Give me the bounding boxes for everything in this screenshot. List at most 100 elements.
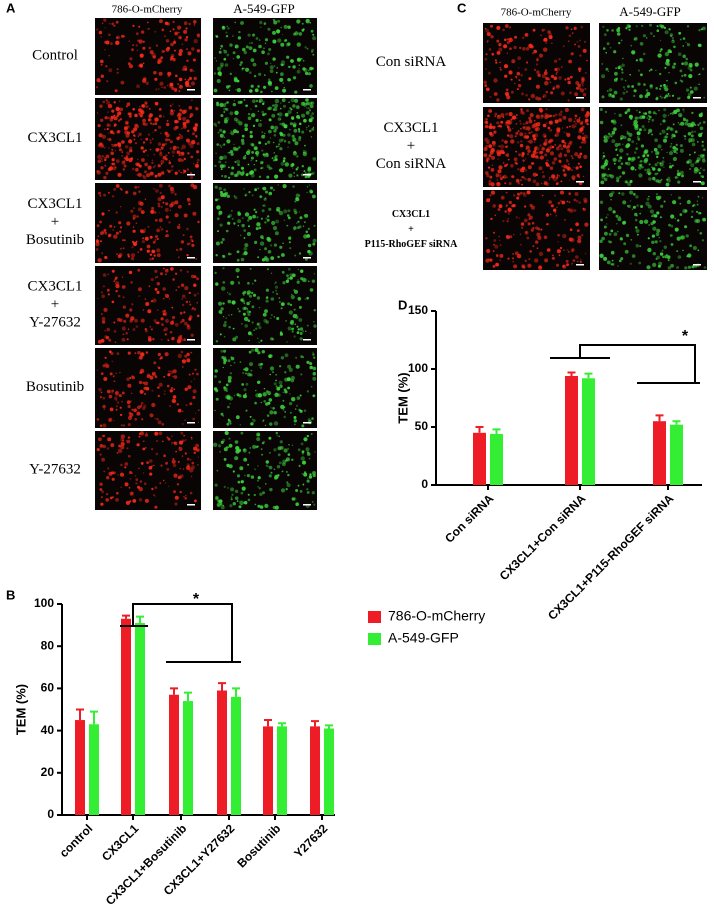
cell bbox=[274, 65, 275, 66]
cell bbox=[156, 276, 158, 278]
cell bbox=[114, 330, 117, 333]
cell bbox=[170, 56, 173, 59]
cell bbox=[646, 89, 649, 92]
cell bbox=[155, 375, 158, 378]
cell bbox=[309, 22, 311, 24]
cell bbox=[497, 169, 501, 173]
cell bbox=[662, 130, 663, 131]
cell bbox=[129, 64, 133, 68]
cell bbox=[190, 459, 192, 461]
cell bbox=[291, 397, 295, 401]
micrograph bbox=[599, 190, 707, 270]
cell bbox=[309, 130, 312, 133]
cell bbox=[238, 225, 240, 227]
cell bbox=[613, 50, 616, 53]
cell bbox=[508, 212, 511, 215]
cell bbox=[254, 209, 256, 211]
cell bbox=[248, 494, 250, 496]
cell bbox=[244, 243, 248, 247]
cell bbox=[150, 142, 152, 144]
cell bbox=[289, 310, 293, 314]
cell bbox=[233, 51, 236, 54]
cell bbox=[664, 201, 666, 203]
cell bbox=[612, 263, 615, 266]
cell bbox=[279, 381, 283, 385]
cell bbox=[187, 326, 191, 330]
cell bbox=[121, 434, 125, 438]
cell bbox=[621, 192, 624, 195]
cell bbox=[619, 148, 623, 152]
cell bbox=[173, 369, 177, 373]
cell bbox=[174, 40, 175, 41]
cell bbox=[125, 191, 128, 194]
cell bbox=[260, 27, 261, 28]
cell bbox=[520, 74, 523, 77]
cell bbox=[145, 499, 149, 503]
cell bbox=[509, 47, 512, 50]
cell bbox=[138, 186, 140, 188]
cell bbox=[122, 161, 126, 165]
cell bbox=[115, 373, 117, 375]
cell bbox=[502, 220, 504, 222]
cell bbox=[694, 131, 696, 133]
cell bbox=[606, 136, 610, 140]
cell bbox=[134, 319, 138, 323]
cell bbox=[672, 65, 675, 68]
cell bbox=[659, 73, 661, 75]
cell bbox=[312, 367, 316, 371]
cell bbox=[499, 62, 501, 64]
cell bbox=[625, 180, 628, 183]
cell bbox=[550, 91, 553, 94]
cell bbox=[289, 247, 291, 249]
cell bbox=[307, 480, 310, 483]
cell bbox=[225, 63, 229, 67]
cell bbox=[240, 21, 244, 25]
cell bbox=[183, 66, 187, 70]
cell bbox=[143, 41, 145, 43]
cell bbox=[216, 398, 219, 401]
cell bbox=[638, 173, 642, 177]
cell bbox=[131, 375, 133, 377]
cell bbox=[223, 316, 224, 317]
cell bbox=[152, 132, 153, 133]
cell bbox=[569, 180, 570, 181]
micrograph bbox=[483, 190, 590, 270]
cell bbox=[175, 273, 177, 275]
cell bbox=[186, 404, 188, 406]
cell bbox=[134, 114, 137, 117]
cell bbox=[137, 443, 140, 446]
cell bbox=[233, 222, 235, 224]
cell bbox=[563, 46, 564, 47]
cell bbox=[629, 191, 633, 195]
cell bbox=[602, 95, 605, 98]
cell bbox=[261, 135, 265, 139]
cell bbox=[151, 278, 154, 281]
cell bbox=[627, 85, 630, 88]
cell bbox=[230, 423, 232, 425]
cell bbox=[275, 86, 279, 90]
cell bbox=[312, 377, 316, 381]
cell bbox=[116, 36, 119, 39]
cell bbox=[485, 58, 488, 61]
cell bbox=[124, 466, 126, 468]
cell bbox=[165, 138, 168, 141]
cell bbox=[160, 132, 162, 134]
cell bbox=[216, 205, 220, 209]
cell bbox=[235, 440, 239, 444]
scale-bar bbox=[187, 504, 195, 506]
cell bbox=[108, 138, 111, 141]
cell bbox=[493, 250, 495, 252]
cell bbox=[151, 488, 153, 490]
cell bbox=[305, 98, 309, 102]
cell bbox=[178, 105, 180, 107]
cell bbox=[639, 220, 643, 224]
cell bbox=[270, 63, 271, 64]
cell bbox=[691, 211, 693, 213]
cell bbox=[100, 143, 103, 146]
cell bbox=[223, 143, 225, 145]
cell bbox=[145, 434, 148, 437]
cell bbox=[255, 504, 257, 506]
cell bbox=[163, 116, 165, 118]
cell bbox=[179, 224, 180, 225]
cell bbox=[127, 125, 130, 128]
